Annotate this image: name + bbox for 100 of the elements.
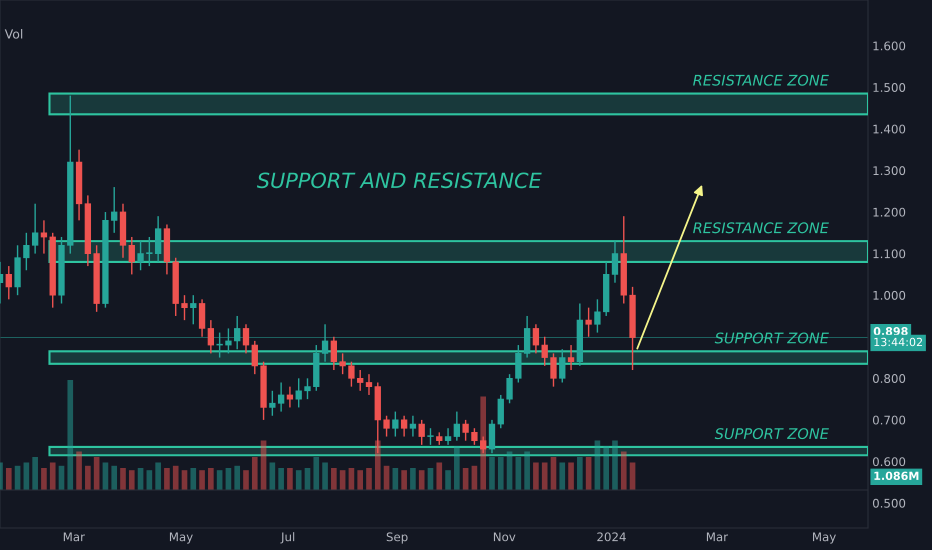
candlestick	[585, 306, 592, 338]
candlestick	[444, 428, 452, 446]
bar	[243, 470, 249, 490]
bar	[102, 462, 108, 490]
text: 13:44:02	[874, 338, 922, 346]
candlestick	[269, 390, 276, 416]
y-tick-label: 1.000	[873, 290, 906, 300]
y-tick-label: 1.200	[873, 208, 906, 217]
bar	[436, 462, 442, 490]
bar	[445, 470, 451, 490]
bar	[498, 457, 504, 490]
candlestick	[32, 203, 38, 254]
candlestick	[146, 236, 153, 267]
bar	[418, 470, 425, 490]
bar	[612, 440, 618, 490]
bar	[6, 468, 12, 490]
bar	[472, 466, 478, 490]
bar	[462, 468, 468, 490]
candlestick	[436, 432, 442, 446]
bar	[454, 446, 460, 490]
candlestick	[480, 436, 486, 454]
bar	[542, 462, 548, 490]
bar	[14, 466, 20, 490]
chart-title: Vol	[4, 29, 22, 39]
y-tick-label: 1.500	[873, 83, 906, 92]
bar	[190, 468, 196, 490]
y-tick-label: 1.600	[873, 41, 906, 50]
bar	[410, 468, 416, 490]
bar	[559, 462, 566, 490]
bar	[480, 396, 486, 490]
candlestick	[296, 378, 302, 408]
y-tick-label: 0.700	[872, 416, 906, 425]
y-tick-label: 0.600	[872, 457, 906, 466]
x-tick-label: May	[170, 532, 193, 544]
bar	[32, 457, 38, 490]
bar	[128, 470, 135, 490]
bar	[374, 440, 381, 490]
bar	[550, 457, 556, 490]
bar	[85, 466, 91, 490]
bar	[234, 466, 240, 490]
candlestick	[322, 324, 328, 362]
candlestick	[225, 328, 232, 354]
candlestick	[286, 386, 294, 408]
candlestick	[111, 186, 118, 234]
bar	[208, 468, 214, 490]
bar	[287, 468, 293, 490]
candlestick	[330, 336, 338, 371]
bar	[76, 452, 82, 490]
candlestick	[357, 369, 364, 392]
candlestick	[234, 315, 240, 350]
candlestick	[559, 348, 566, 384]
bar	[199, 470, 205, 490]
bar	[67, 380, 74, 490]
bar	[252, 457, 258, 490]
bar	[164, 468, 170, 490]
x-tick-label: 2024	[597, 532, 626, 542]
candlestick	[612, 240, 618, 284]
candlestick	[242, 324, 250, 354]
bar	[270, 462, 276, 490]
band-label: SUPPORT ZONE	[714, 332, 829, 344]
bar	[138, 468, 144, 490]
bar	[331, 468, 337, 490]
bar	[322, 462, 328, 490]
candlestick	[542, 336, 548, 367]
bar	[120, 468, 126, 490]
candlestick	[40, 220, 48, 254]
bar	[172, 466, 179, 490]
candlestick	[506, 373, 513, 404]
bar	[516, 457, 522, 490]
bar	[489, 457, 495, 490]
ref-line-label: 0.898	[874, 327, 908, 336]
x-tick-label: Jul	[280, 532, 294, 544]
bar	[524, 452, 530, 490]
annotation: SUPPORT AND RESISTANCE	[256, 172, 542, 188]
candlestick	[418, 419, 425, 446]
bar	[577, 457, 583, 490]
bar	[348, 468, 354, 490]
candlestick	[462, 419, 469, 442]
text: 1.086M	[874, 472, 918, 480]
candlestick	[532, 324, 540, 354]
candlestick	[392, 410, 399, 438]
candlestick	[383, 415, 390, 438]
candlestick	[427, 428, 434, 446]
bar	[304, 468, 310, 490]
candlestick	[23, 232, 30, 271]
bar	[296, 470, 302, 490]
candlestick	[190, 294, 196, 325]
x-tick-label: Sep	[386, 532, 408, 544]
bar	[392, 468, 398, 490]
bar	[630, 462, 636, 490]
candlestick	[550, 352, 557, 388]
candlestick	[400, 415, 408, 438]
y-tick-label: 1.300	[873, 166, 906, 176]
bar	[340, 470, 346, 490]
bar	[384, 466, 390, 490]
candlestick	[128, 236, 135, 276]
candlestick	[137, 240, 144, 271]
x-tick-label: Mar	[706, 532, 728, 542]
x-tick-label: Nov	[494, 532, 516, 542]
bar	[568, 462, 574, 490]
